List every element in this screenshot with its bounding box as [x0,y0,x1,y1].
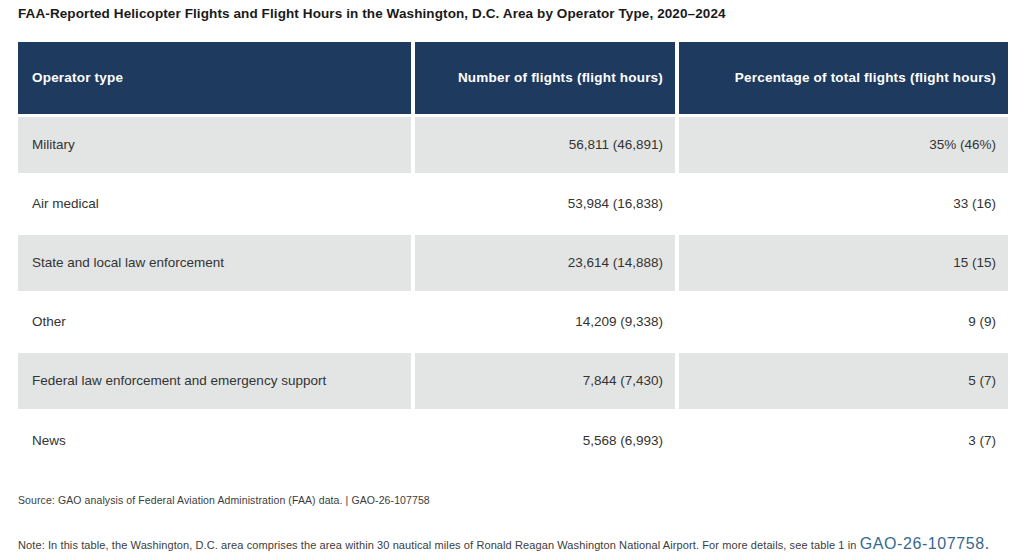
flights-cell: 56,811 (46,891) [413,115,677,174]
operator-cell: Military [18,115,413,174]
flights-cell: 7,844 (7,430) [413,351,677,410]
operator-cell: State and local law enforcement [18,233,413,292]
table-row-state-local-law-enforcement: State and local law enforcement 23,614 (… [18,233,1008,292]
note-period: . [985,535,990,552]
header-row: Operator type Number of flights (flight … [18,42,1008,115]
flights-data-table: Operator type Number of flights (flight … [18,42,1008,469]
operator-cell: Air medical [18,174,413,233]
percentage-cell: 33 (16) [677,174,1008,233]
percentage-cell: 3 (7) [677,410,1008,469]
operator-cell: Other [18,292,413,351]
percentage-cell: 15 (15) [677,233,1008,292]
gao-report-link[interactable]: GAO-26-107758 [860,535,985,552]
report-table-page: FAA-Reported Helicopter Flights and Flig… [0,0,1024,560]
col-header-number-of-flights: Number of flights (flight hours) [413,42,677,115]
source-line: Source: GAO analysis of Federal Aviation… [18,494,1008,506]
flights-cell: 5,568 (6,993) [413,410,677,469]
col-header-operator-type: Operator type [18,42,413,115]
operator-cell: News [18,410,413,469]
note-line: Note: In this table, the Washington, D.C… [18,535,1008,553]
percentage-cell: 5 (7) [677,351,1008,410]
col-header-percentage-of-total: Percentage of total flights (flight hour… [677,42,1008,115]
table-row-other: Other 14,209 (9,338) 9 (9) [18,292,1008,351]
flights-cell: 14,209 (9,338) [413,292,677,351]
table-row-news: News 5,568 (6,993) 3 (7) [18,410,1008,469]
table-row-air-medical: Air medical 53,984 (16,838) 33 (16) [18,174,1008,233]
flights-cell: 53,984 (16,838) [413,174,677,233]
percentage-cell: 9 (9) [677,292,1008,351]
table-title: FAA-Reported Helicopter Flights and Flig… [18,6,1008,21]
note-text: Note: In this table, the Washington, D.C… [18,539,860,551]
percentage-cell: 35% (46%) [677,115,1008,174]
table-row-federal-law-enforcement: Federal law enforcement and emergency su… [18,351,1008,410]
table-row-military: Military 56,811 (46,891) 35% (46%) [18,115,1008,174]
operator-cell: Federal law enforcement and emergency su… [18,351,413,410]
flights-cell: 23,614 (14,888) [413,233,677,292]
